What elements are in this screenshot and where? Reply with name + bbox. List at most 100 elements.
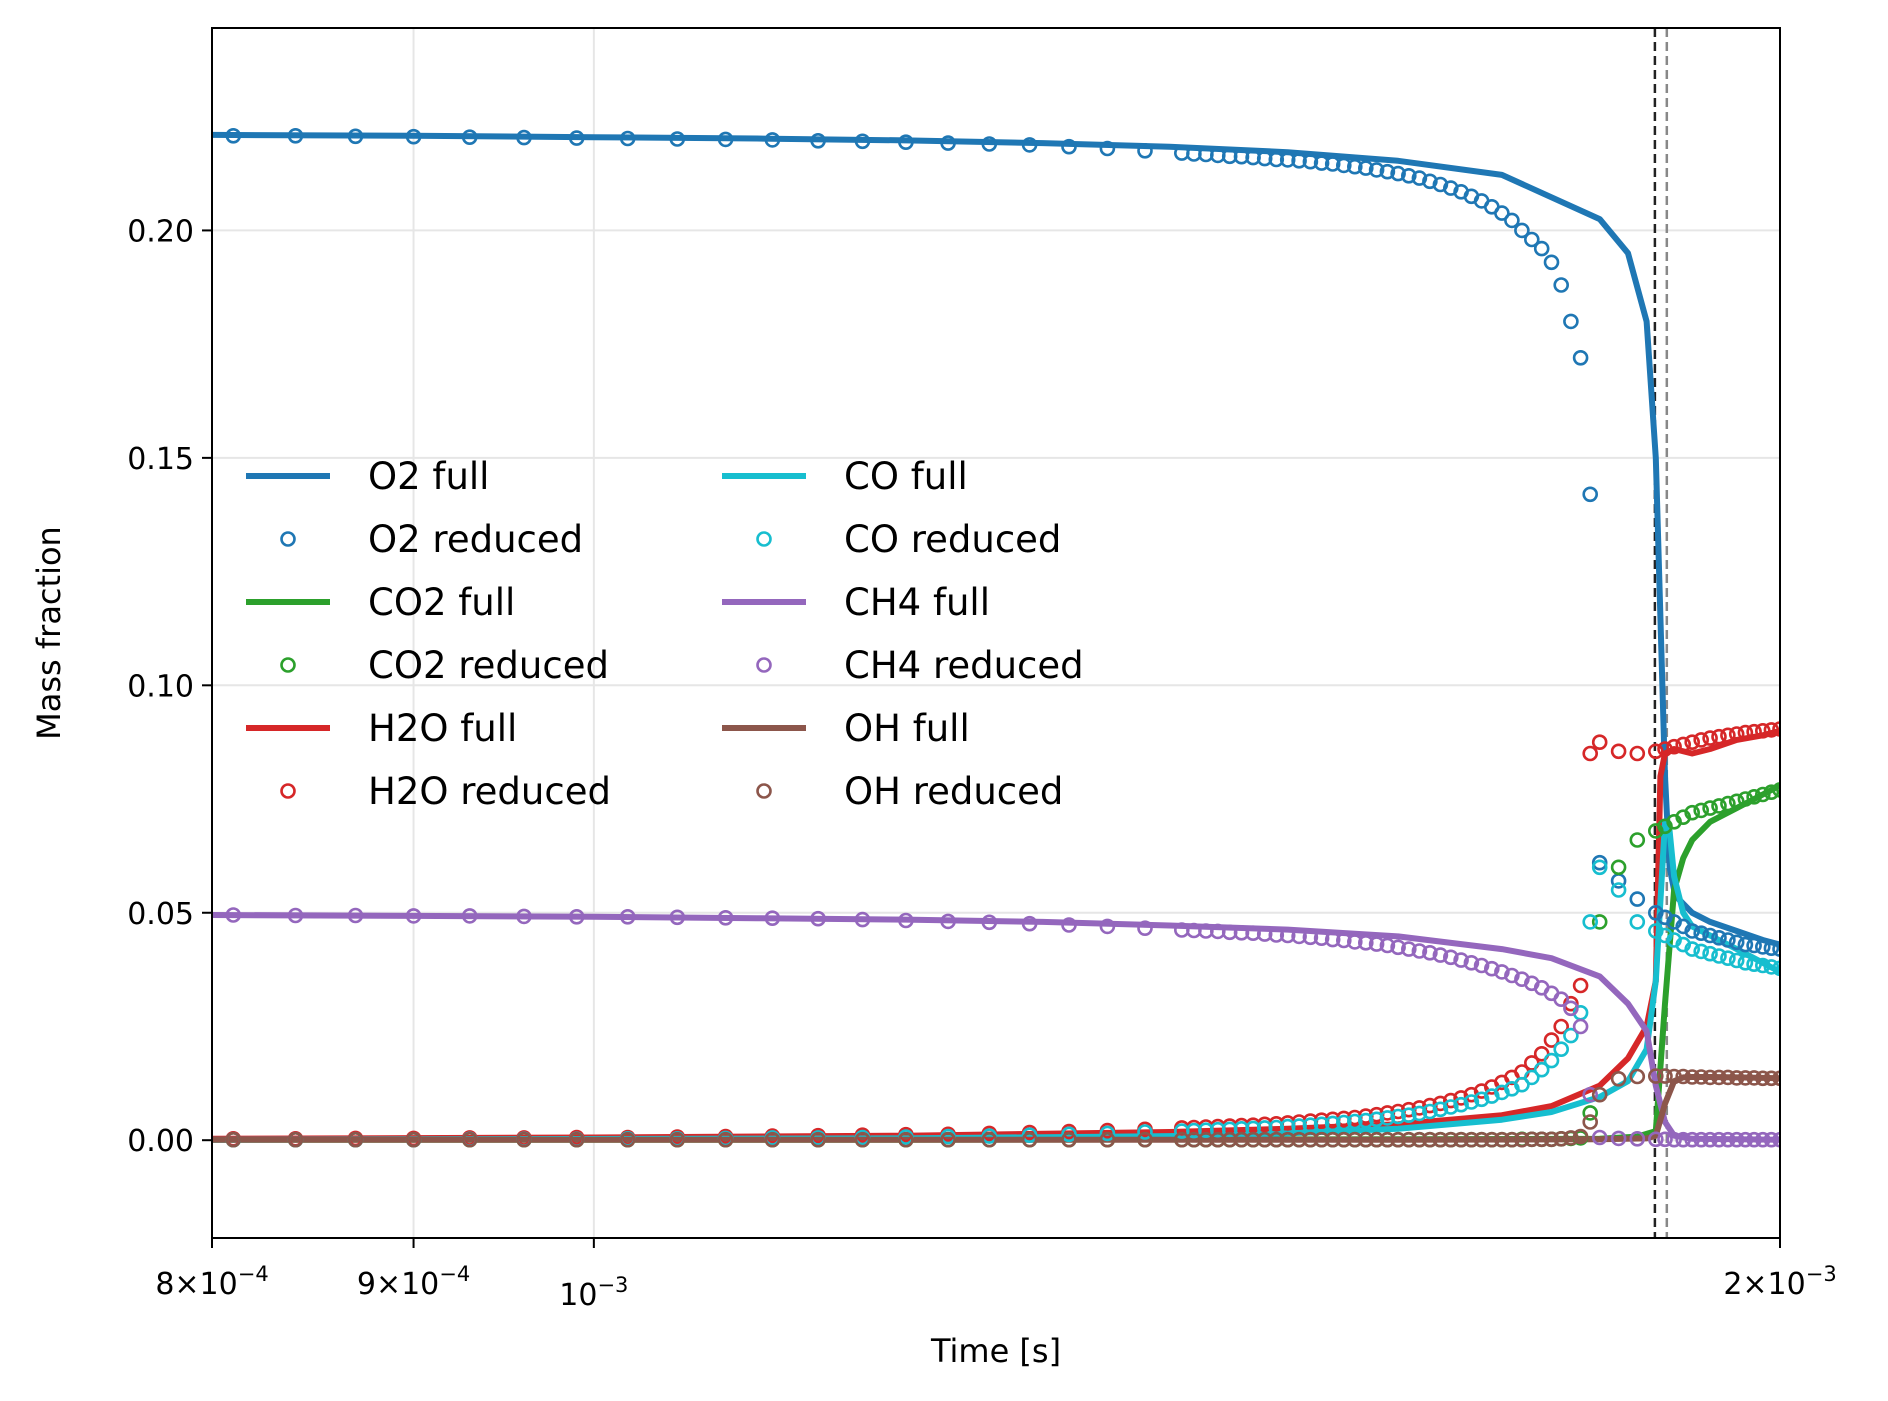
x-tick-exponent: −3 — [597, 1273, 628, 1297]
legend-entry: CO full — [722, 455, 968, 498]
data-point-ch4 — [1313, 930, 1330, 947]
data-point-o2 — [1379, 163, 1396, 180]
data-point-h2o — [1657, 741, 1673, 757]
data-point-oh — [1693, 1069, 1709, 1085]
data-point-o2 — [764, 132, 781, 148]
data-point-ch4 — [1336, 932, 1352, 949]
data-point-ch4 — [1453, 952, 1469, 968]
legend-label: CO2 reduced — [368, 644, 609, 687]
data-point-h2o — [1543, 1032, 1560, 1048]
data-point-o2 — [619, 130, 636, 147]
legend-marker-swatch — [280, 783, 296, 799]
data-point-oh — [1443, 1131, 1459, 1148]
data-point-o2 — [669, 131, 686, 147]
legend-marker-swatch — [756, 531, 772, 547]
data-point-co — [1061, 1126, 1077, 1143]
data-point-co — [1099, 1125, 1116, 1142]
data-point-co — [1390, 1108, 1406, 1125]
data-point-h2o — [1553, 1018, 1569, 1035]
data-point-co2 — [1763, 784, 1780, 801]
data-point-oh — [1720, 1069, 1736, 1086]
data-point-oh — [1324, 1131, 1341, 1148]
data-point-o2 — [1021, 137, 1038, 153]
data-point-ch4 — [1347, 934, 1363, 950]
data-point-o2 — [568, 130, 585, 146]
data-point-ch4 — [225, 907, 242, 923]
series-line-oh — [212, 1074, 1780, 1143]
y-tick-label: 0.10 — [127, 669, 194, 704]
plot-frame — [211, 27, 1781, 1239]
data-point-oh — [1494, 1131, 1510, 1148]
data-point-oh — [1099, 1131, 1116, 1148]
data-point-co — [1582, 914, 1598, 930]
legend-marker-swatch — [280, 531, 296, 547]
data-point-o2 — [1137, 143, 1153, 159]
data-point-oh — [1432, 1131, 1449, 1148]
data-point-ch4 — [1684, 1131, 1700, 1148]
legend-label: CO reduced — [844, 518, 1061, 561]
data-point-ch4 — [568, 908, 585, 925]
data-point-co2 — [1582, 1105, 1598, 1121]
x-tick-exponent: −4 — [439, 1262, 470, 1286]
data-point-oh — [1504, 1131, 1520, 1148]
data-point-co — [1720, 950, 1736, 967]
data-point-o2 — [1358, 160, 1374, 176]
data-point-co2 — [1711, 798, 1727, 814]
data-point-h2o — [1648, 743, 1664, 760]
data-point-co — [1684, 941, 1700, 957]
data-point-co — [1711, 948, 1727, 964]
data-point-oh — [1291, 1131, 1307, 1148]
data-point-oh — [1379, 1131, 1396, 1148]
data-point-o2 — [1256, 150, 1273, 167]
data-point-ch4 — [1368, 936, 1385, 952]
data-point-o2 — [1390, 165, 1406, 182]
data-point-ch4 — [1137, 920, 1153, 937]
data-point-oh — [764, 1131, 781, 1148]
data-point-oh — [1763, 1070, 1780, 1087]
data-point-oh — [1684, 1069, 1700, 1085]
data-point-ch4 — [1494, 964, 1510, 980]
data-point-co — [1763, 959, 1780, 975]
data-point-oh — [1347, 1131, 1363, 1148]
legend-entry: CH4 full — [722, 581, 990, 624]
data-point-ch4 — [1463, 954, 1480, 971]
data-point-ch4 — [1711, 1131, 1727, 1148]
legend-entry: OH full — [722, 707, 970, 750]
data-point-ch4 — [1746, 1131, 1762, 1148]
data-point-ch4 — [1675, 1131, 1691, 1148]
data-point-co — [1137, 1124, 1153, 1140]
data-point-oh — [1648, 1068, 1664, 1084]
data-point-co — [1533, 1061, 1550, 1078]
data-point-co — [1245, 1120, 1261, 1137]
data-point-h2o — [1572, 977, 1589, 994]
data-point-oh — [225, 1131, 242, 1148]
data-point-oh — [1591, 1086, 1608, 1103]
data-point-o2 — [1313, 155, 1330, 171]
data-point-o2 — [405, 128, 422, 145]
data-point-ch4 — [1473, 957, 1490, 974]
data-point-ch4 — [1657, 1131, 1673, 1148]
data-point-ch4 — [1648, 1131, 1664, 1148]
data-point-o2 — [1763, 940, 1780, 957]
data-point-o2 — [516, 129, 532, 146]
data-point-ch4 — [1233, 924, 1250, 941]
data-point-o2 — [1099, 140, 1116, 157]
data-point-co — [1553, 1041, 1569, 1057]
x-tick-mantissa: 8 — [155, 1267, 174, 1302]
data-point-o2 — [1711, 929, 1727, 946]
legend-entry: OH reduced — [756, 770, 1063, 813]
legend-marker-swatch — [756, 657, 772, 673]
data-point-co — [1233, 1121, 1250, 1137]
data-point-oh — [516, 1131, 532, 1148]
x-tick-mantissa: 2 — [1723, 1267, 1742, 1302]
x-axis-label: Time [s] — [930, 1332, 1061, 1370]
x-tick-base: 10 — [559, 1278, 597, 1313]
data-point-o2 — [1524, 231, 1540, 248]
data-point-co2 — [1702, 800, 1718, 816]
legend-entry: CO reduced — [756, 518, 1061, 561]
x-tick-base: ×10 — [174, 1267, 237, 1302]
data-point-co — [1443, 1099, 1459, 1115]
data-point-o2 — [1563, 313, 1579, 330]
